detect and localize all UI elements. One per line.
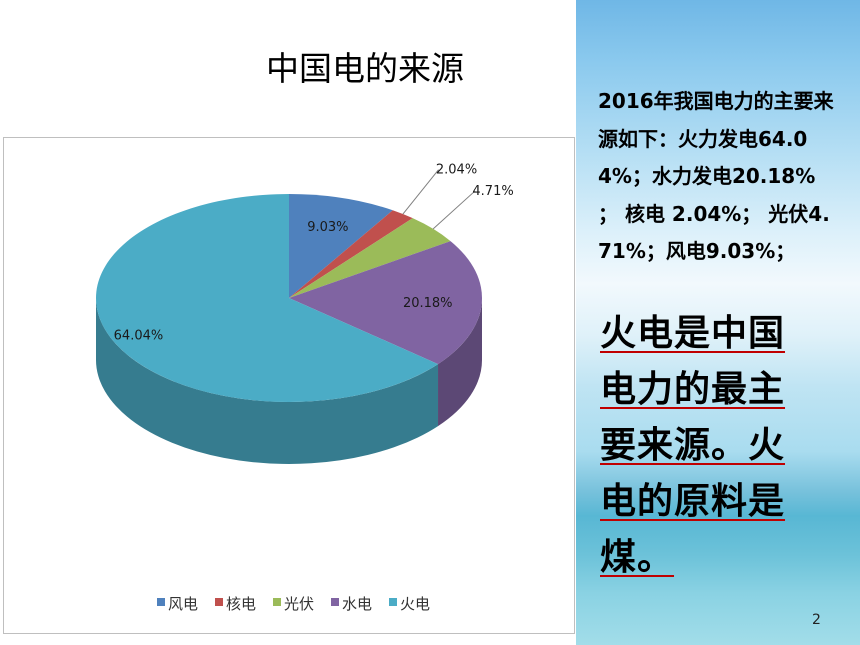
legend-swatch-核电 — [215, 598, 223, 606]
legend-label-光伏: 光伏 — [284, 595, 314, 613]
slice-核电 — [289, 210, 413, 298]
data-label-火电: 64.04% — [114, 328, 164, 343]
pie-slices — [95, 194, 483, 402]
page-title: 中国电的来源 — [266, 49, 464, 88]
slice-火电 — [95, 194, 439, 402]
legend-swatch-火电 — [389, 598, 397, 606]
data-label-风电: 9.03% — [307, 220, 348, 235]
legend-label-水电: 水电 — [342, 595, 372, 613]
leader-line — [432, 190, 476, 230]
legend-label-火电: 火电 — [400, 595, 430, 613]
slice-side-火电 — [96, 298, 439, 464]
pie-leader-lines — [402, 169, 476, 230]
ocean-background — [576, 0, 860, 645]
legend-swatch-水电 — [331, 598, 339, 606]
data-label-水电: 20.18% — [403, 296, 453, 311]
data-label-光伏: 4.71% — [472, 184, 513, 199]
leader-line — [402, 169, 439, 215]
conclusion-text: 火电是中国电力的最主要来源。火电的原料是煤。 — [600, 306, 810, 586]
chart-legend: 风电 核电 光伏 水电 火电 — [157, 595, 430, 613]
slice-光伏 — [289, 218, 451, 298]
data-label-核电: 2.04% — [436, 163, 477, 178]
slice-水电 — [289, 241, 483, 365]
legend-label-核电: 核电 — [226, 595, 256, 613]
slice-风电 — [289, 194, 393, 298]
slice-side-水电 — [438, 298, 482, 427]
conclusion-underlined: 火电是中国电力的最主要来源。火电的原料是煤。 — [600, 313, 786, 578]
legend-swatch-风电 — [157, 598, 165, 606]
legend-label-风电: 风电 — [168, 595, 198, 613]
description-text: 2016年我国电力的主要来源如下：火力发电64.04%；水力发电20.18% ；… — [598, 89, 834, 263]
legend-swatch-光伏 — [273, 598, 281, 606]
page-number: 2 — [812, 612, 821, 628]
pie-data-labels: 9.03% 2.04% 4.71% 20.18% 64.04% — [114, 163, 514, 344]
pie-sides — [96, 298, 482, 464]
